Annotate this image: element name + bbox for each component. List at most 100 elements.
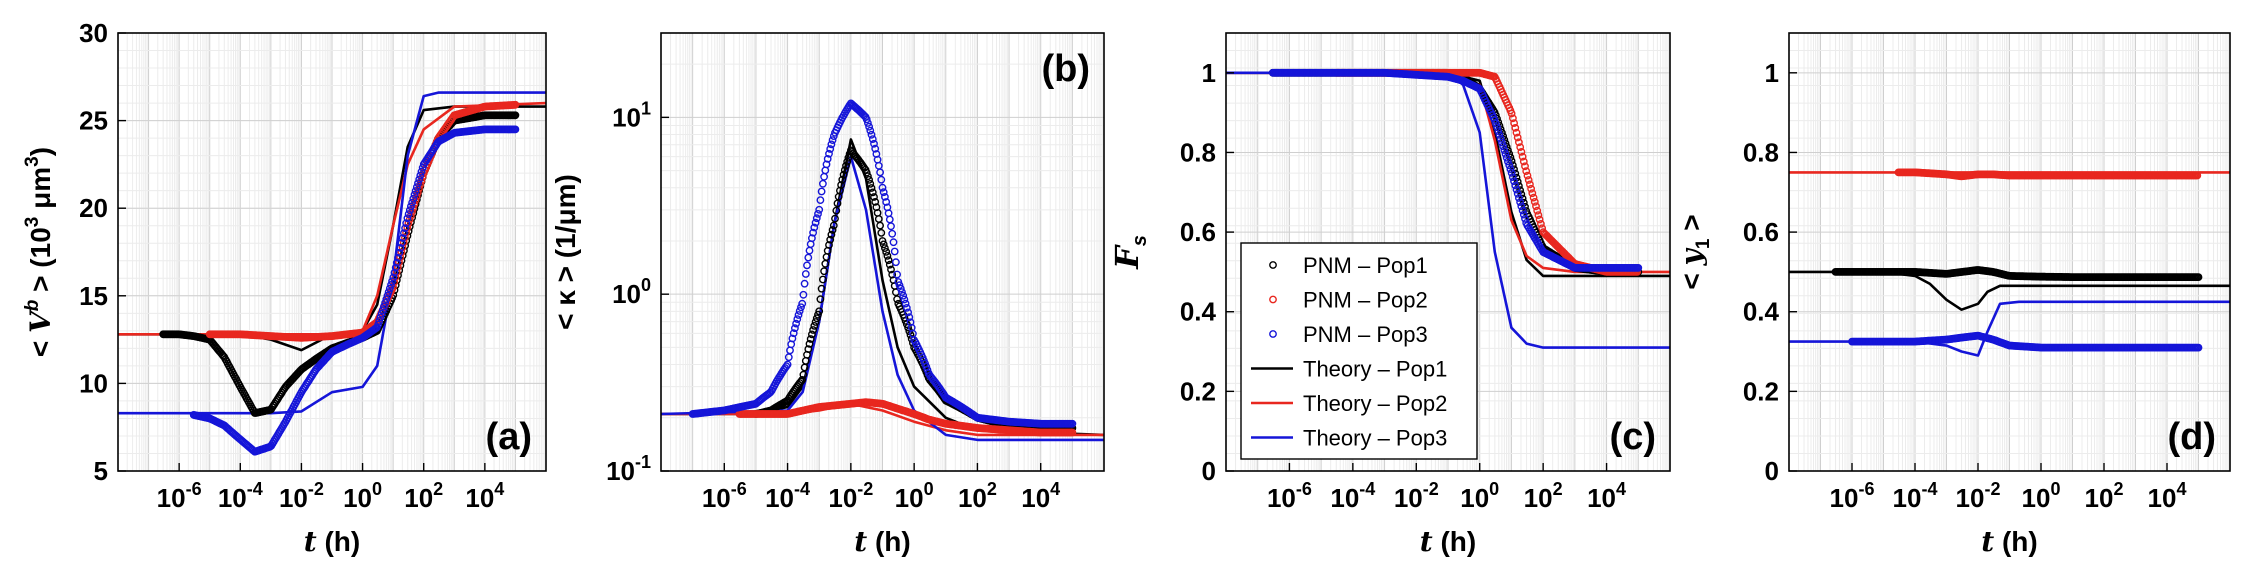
data-point	[828, 136, 837, 145]
x-axis-unit: (h)	[1433, 526, 1477, 557]
data-point	[1508, 161, 1517, 170]
legend: PNM – Pop1 PNM – Pop2 PNM – Pop3 Theory – P…	[1240, 242, 1478, 460]
data-point	[881, 244, 889, 253]
axes-frame	[1225, 32, 1671, 472]
x-tick-exp: -6	[1858, 479, 1874, 499]
x-tick-label: 10-4	[1893, 479, 1938, 513]
data-point	[811, 318, 820, 326]
y-tick-label: 10-1	[606, 452, 651, 486]
y-tick-label: 30	[79, 18, 108, 48]
data-point	[900, 295, 909, 304]
x-tick-exp: 4	[1616, 479, 1626, 499]
data-point	[801, 270, 810, 278]
data-point	[385, 284, 394, 293]
data-point	[837, 181, 845, 189]
data-point	[879, 240, 888, 249]
y-label-part: > (10	[25, 227, 56, 299]
x-axis-unit: (h)	[1994, 526, 2038, 557]
series-markers-pnmpop2	[735, 398, 1077, 437]
data-point	[867, 184, 876, 192]
y-label-sub: s	[1129, 235, 1151, 246]
y-label-part: <	[1676, 265, 1707, 289]
data-point	[390, 268, 399, 277]
y-tick-label: 100	[612, 275, 651, 309]
data-point	[1535, 215, 1544, 224]
x-tick-base: 10	[1021, 483, 1050, 513]
x-tick-exp: -2	[308, 479, 324, 499]
data-point	[798, 375, 807, 384]
y-tick-label: 1	[1765, 58, 1779, 88]
data-point	[403, 214, 412, 223]
data-point	[1068, 419, 1077, 428]
x-tick-label: 102	[2085, 479, 2124, 513]
data-point	[399, 229, 408, 238]
axes-frame	[1788, 32, 2231, 472]
data-point	[890, 247, 899, 256]
data-point	[409, 194, 418, 203]
data-point	[1521, 214, 1529, 223]
data-point	[806, 335, 815, 343]
data-point	[1501, 149, 1510, 158]
data-point	[1502, 153, 1511, 162]
data-point	[864, 119, 872, 127]
data-point	[414, 179, 422, 188]
y-tick-label: 5	[94, 456, 108, 486]
data-point	[839, 170, 848, 179]
data-point	[871, 197, 880, 206]
y-tick-label: 1	[1202, 58, 1216, 88]
data-point	[410, 190, 419, 199]
data-point	[868, 135, 877, 144]
x-tick-exp: 2	[2113, 479, 2123, 499]
data-point	[901, 299, 910, 308]
data-point	[1504, 157, 1512, 166]
data-point	[1526, 180, 1534, 189]
panel-label: (b)	[1041, 48, 1090, 90]
data-point	[1634, 263, 1643, 272]
data-point	[804, 345, 813, 353]
x-tick-exp: -2	[857, 479, 873, 499]
series-markers-pnmpop3	[189, 125, 520, 456]
x-tick-exp: -6	[1296, 479, 1312, 499]
data-point	[893, 295, 901, 304]
data-point	[870, 139, 878, 148]
x-tick-base: 10	[702, 483, 731, 513]
legend-entry: Theory – Pop2	[1251, 391, 1447, 416]
x-axis-label: t (h)	[854, 525, 910, 558]
data-point	[822, 160, 831, 169]
data-point	[511, 111, 520, 120]
data-point	[904, 308, 912, 317]
data-point	[791, 324, 799, 333]
data-point	[1510, 177, 1518, 186]
data-point	[1530, 197, 1539, 206]
data-point	[870, 193, 878, 201]
data-point	[866, 179, 875, 188]
y-axis-label: < Vb > (103 μm3)	[22, 147, 57, 357]
legend-label: PNM – Pop1	[1303, 253, 1428, 278]
data-point	[902, 303, 911, 312]
y-label-var: F	[1108, 244, 1146, 270]
data-point	[1513, 133, 1522, 142]
y-label-sup: 3	[22, 156, 43, 167]
legend-entry: PNM – Pop2	[1269, 288, 1428, 313]
y-tick-base: 10	[606, 456, 635, 486]
data-point	[2193, 171, 2202, 180]
data-point	[878, 183, 887, 192]
data-point	[842, 161, 850, 170]
data-point	[1519, 210, 1528, 219]
data-point	[1518, 152, 1527, 161]
data-point	[1491, 119, 1500, 128]
x-axis-label: t (h)	[1981, 525, 2037, 558]
x-tick-base: 10	[279, 483, 308, 513]
x-tick-label: 10-4	[1330, 479, 1375, 513]
x-axis-var: t	[1981, 525, 1994, 558]
data-point	[887, 265, 895, 274]
x-axis-var: t	[1420, 525, 1433, 558]
data-point	[1518, 206, 1527, 215]
data-point	[865, 122, 873, 131]
data-point	[887, 222, 895, 231]
data-point	[1524, 176, 1533, 184]
data-point	[814, 310, 822, 319]
data-point	[2194, 273, 2203, 281]
y-tick-label: 0.8	[1180, 137, 1216, 167]
